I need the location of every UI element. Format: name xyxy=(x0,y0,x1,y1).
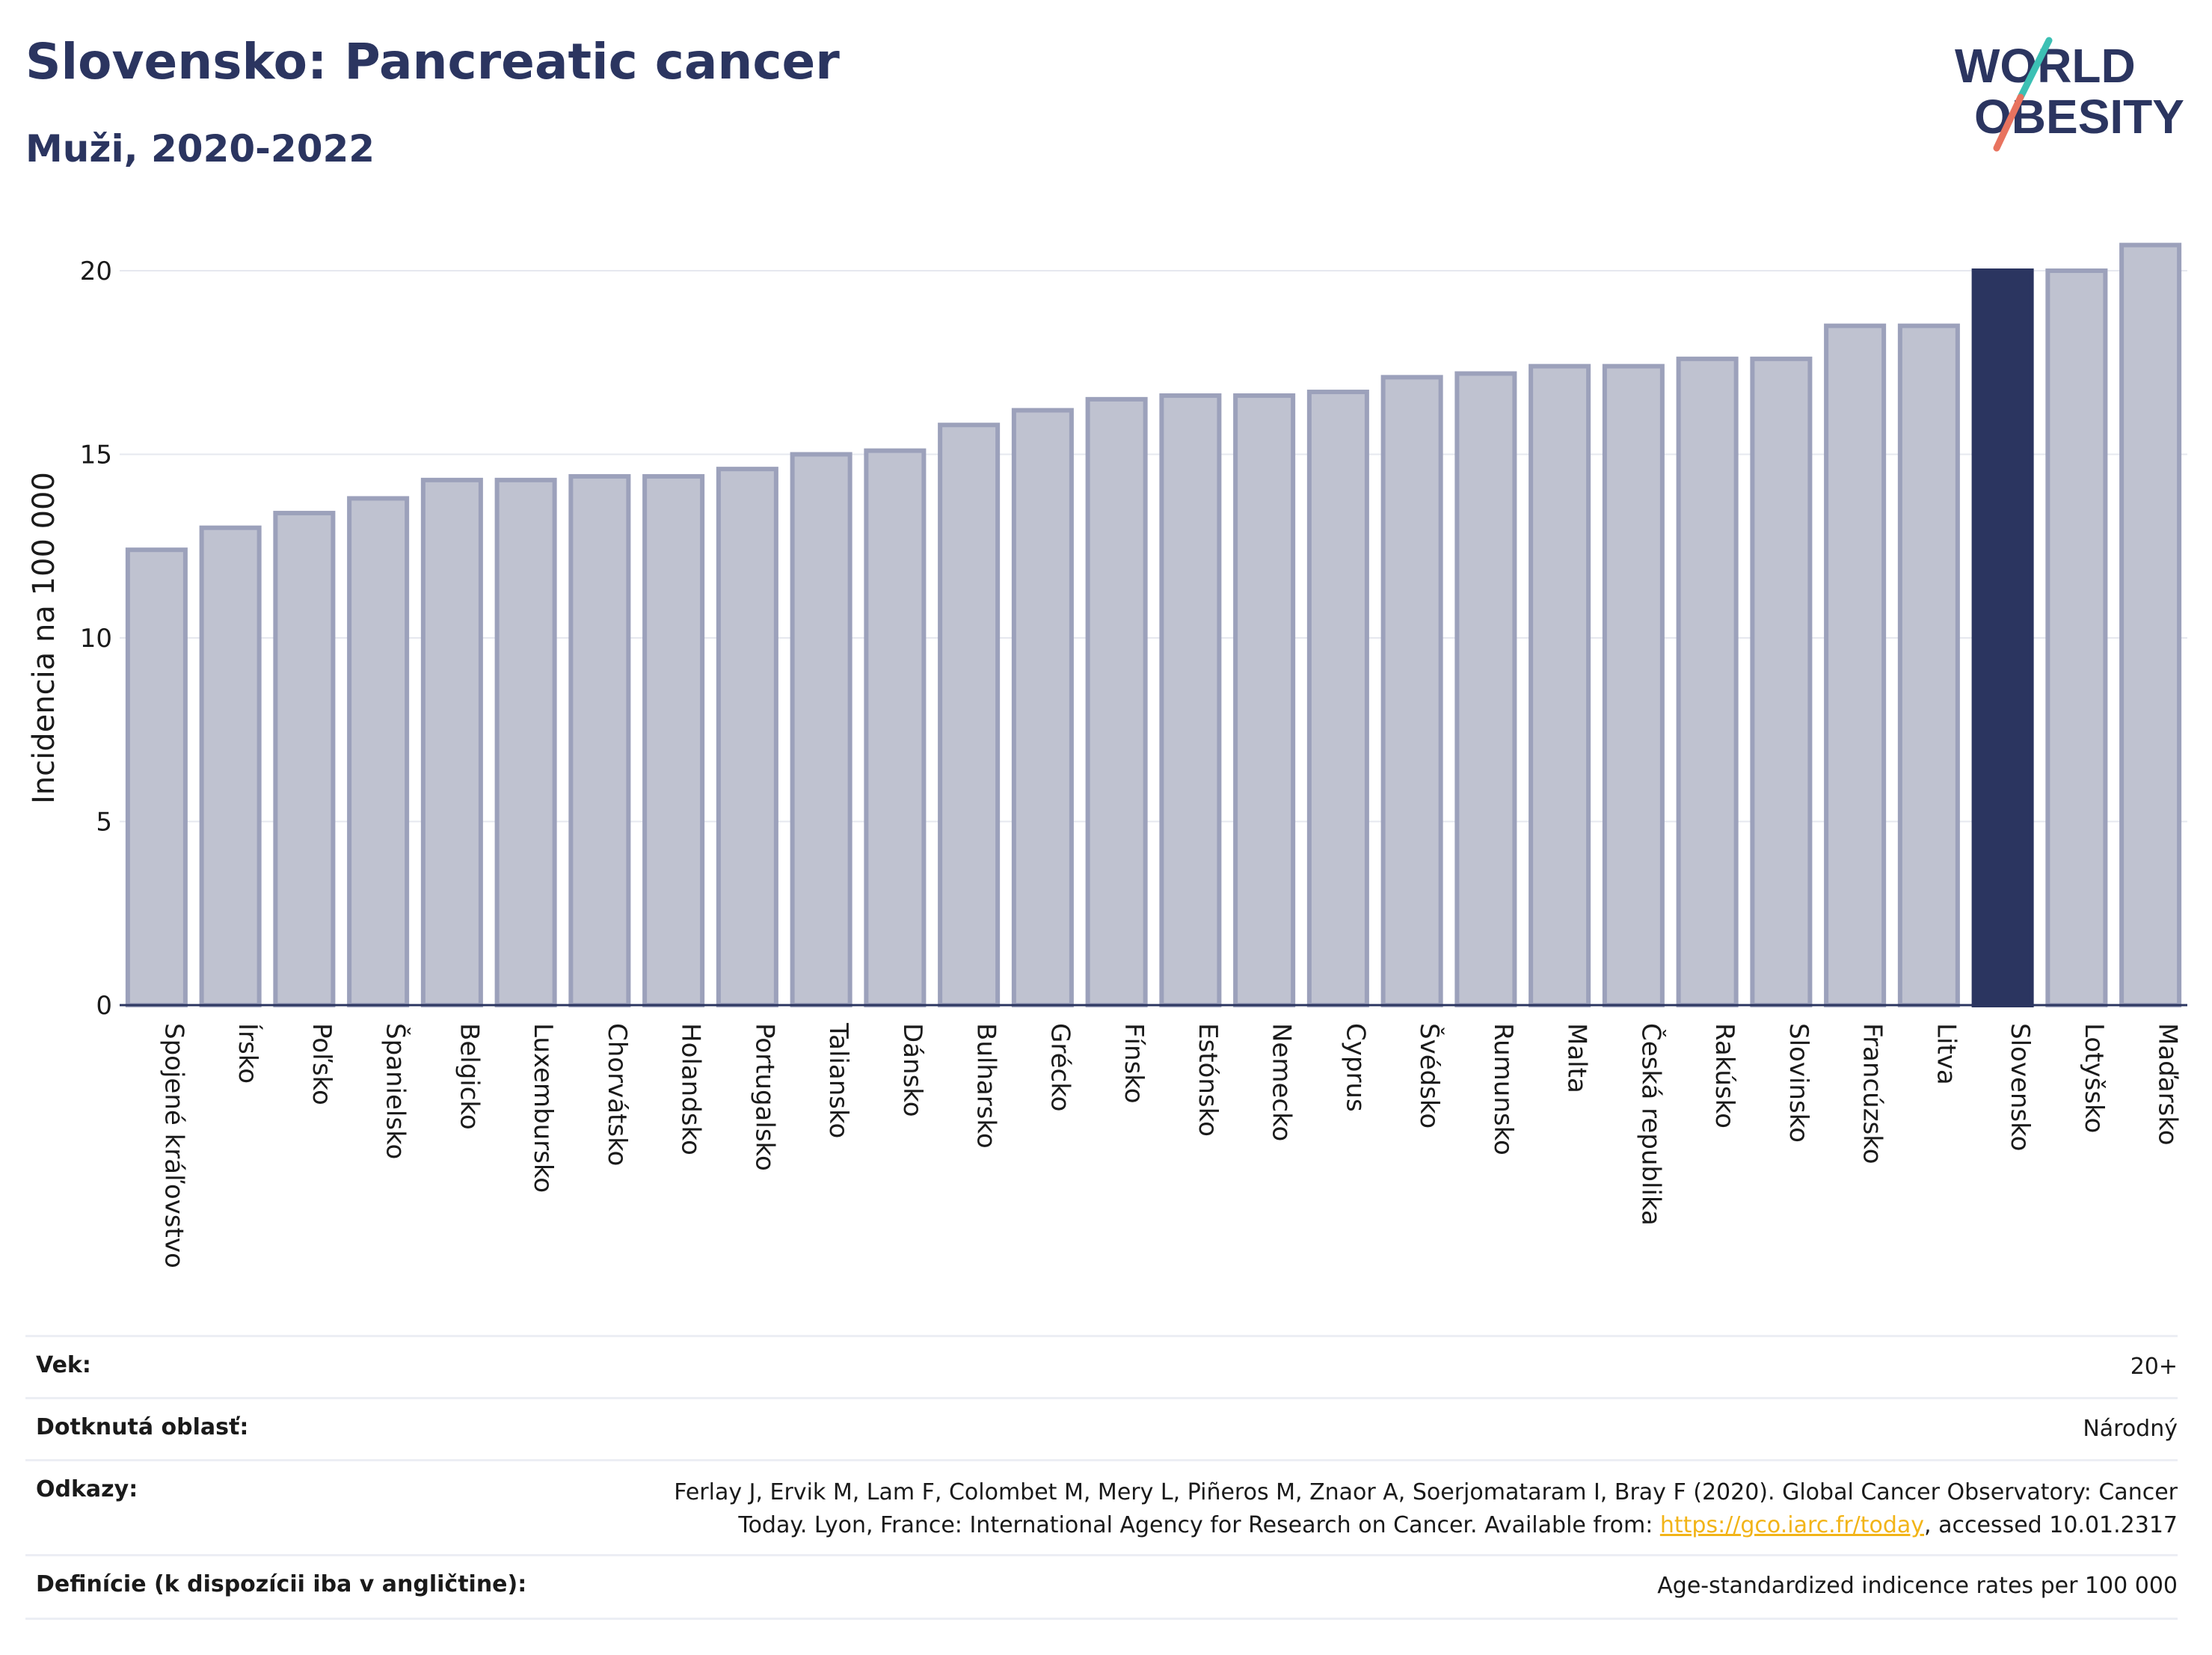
bar[interactable] xyxy=(2045,268,2108,1007)
x-tick-label: Francúzsko xyxy=(1858,1023,1887,1164)
meta-row-references: Odkazy: Ferlay J, Ervik M, Lam F, Colomb… xyxy=(25,1459,2178,1554)
axes: 0 5 10 15 20 Incidencia na 100 000 xyxy=(27,257,2187,1021)
x-tick-label: Grécko xyxy=(1045,1023,1075,1111)
bar-highlight[interactable] xyxy=(1971,268,2034,1007)
x-tick-label: Lotyšsko xyxy=(2079,1023,2109,1133)
x-tick-label: Rumunsko xyxy=(1488,1023,1518,1155)
reference-line-2: Today. Lyon, France: International Agenc… xyxy=(674,1509,2178,1542)
bar[interactable] xyxy=(642,473,705,1007)
bar[interactable] xyxy=(1529,363,1591,1008)
x-tick-label: Poľsko xyxy=(307,1023,337,1105)
reference-line-2-pre: Today. Lyon, France: International Agenc… xyxy=(738,1512,1660,1538)
meta-label-references: Odkazy: xyxy=(36,1476,138,1502)
y-tick-label: 5 xyxy=(96,808,112,838)
x-tick-label: Bulharsko xyxy=(971,1023,1001,1149)
bar[interactable] xyxy=(716,467,778,1007)
meta-row-age: Vek: 20+ xyxy=(25,1335,2178,1397)
meta-value-references: Ferlay J, Ervik M, Lam F, Colombet M, Me… xyxy=(674,1476,2178,1542)
bar[interactable] xyxy=(1233,393,1296,1007)
x-tick-label: Maďarsko xyxy=(2153,1023,2183,1146)
x-tick-label: Malta xyxy=(1562,1023,1592,1093)
bar[interactable] xyxy=(1380,375,1443,1007)
bar[interactable] xyxy=(1159,393,1222,1007)
bar[interactable] xyxy=(1750,356,1813,1007)
x-tick-label: Rakúsko xyxy=(1709,1023,1739,1129)
x-tick-label: Švédsko xyxy=(1414,1023,1445,1129)
bar-chart: 0 5 10 15 20 Incidencia na 100 000 Spojené kr… xyxy=(27,242,2187,1268)
x-tick-label: Cyprus xyxy=(1340,1023,1370,1112)
reference-line-1: Ferlay J, Ervik M, Lam F, Colombet M, Me… xyxy=(674,1479,2178,1505)
y-axis-label: Incidencia na 100 000 xyxy=(27,472,61,804)
x-tick-label: Holandsko xyxy=(676,1023,706,1155)
bar[interactable] xyxy=(1011,408,1074,1007)
bar[interactable] xyxy=(790,452,852,1007)
x-tick-label: Dánsko xyxy=(897,1023,927,1117)
bar[interactable] xyxy=(1676,356,1739,1007)
y-tick-label: 20 xyxy=(80,257,112,286)
x-tick-label: Česká republika xyxy=(1635,1023,1666,1226)
meta-row-area: Dotknutá oblasť: Národný xyxy=(25,1397,2178,1459)
bar[interactable] xyxy=(125,547,188,1007)
bar[interactable] xyxy=(1085,396,1148,1007)
logo-slash-top xyxy=(2017,37,2053,101)
bar[interactable] xyxy=(273,511,336,1007)
metadata-table: Vek: 20+ Dotknutá oblasť: Národný Odkazy… xyxy=(25,1335,2178,1620)
x-tick-label: Luxembursko xyxy=(528,1023,558,1193)
meta-label-definitions: Definície (k dispozícii iba v angličtine… xyxy=(36,1571,527,1597)
bar[interactable] xyxy=(568,473,631,1007)
meta-value-age: 20+ xyxy=(2130,1354,2178,1380)
chart-title: Slovensko: Pancreatic cancer xyxy=(25,33,840,90)
x-tick-label: Litva xyxy=(1931,1023,1961,1085)
x-tick-label: Nemecko xyxy=(1267,1023,1297,1141)
bar[interactable] xyxy=(494,477,557,1007)
bar[interactable] xyxy=(420,477,483,1007)
meta-label-age: Vek: xyxy=(36,1352,91,1378)
y-tick-label: 10 xyxy=(80,624,112,654)
x-tick-label: Španielsko xyxy=(381,1023,411,1159)
y-tick-label: 0 xyxy=(96,991,112,1021)
x-tick-label: Fínsko xyxy=(1119,1023,1149,1104)
reference-line-2-post: , accessed 10.01.2317 xyxy=(1924,1512,2178,1538)
x-tick-label: Slovinsko xyxy=(1784,1023,1813,1143)
reference-link[interactable]: https://gco.iarc.fr/today xyxy=(1659,1512,1925,1538)
x-tick-label: Portugalsko xyxy=(749,1023,779,1171)
meta-row-definitions: Definície (k dispozícii iba v angličtine… xyxy=(25,1554,2178,1620)
x-tick-label: Taliansko xyxy=(823,1022,853,1138)
x-tick-label: Spojené kráľovstvo xyxy=(159,1023,188,1268)
x-tick-label: Estónsko xyxy=(1193,1023,1223,1137)
x-tick-label: Slovensko xyxy=(2005,1023,2035,1151)
bar[interactable] xyxy=(1306,390,1369,1007)
bar[interactable] xyxy=(1897,323,1960,1007)
world-obesity-logo[interactable]: WORLD OBESITY xyxy=(1952,36,2191,156)
bar[interactable] xyxy=(1454,371,1517,1008)
bar[interactable] xyxy=(1824,323,1887,1007)
bar[interactable] xyxy=(864,448,927,1007)
meta-value-area: Národný xyxy=(2083,1416,2178,1442)
x-tick-label: Chorvátsko xyxy=(602,1023,632,1166)
bar[interactable] xyxy=(347,496,410,1007)
y-tick-label: 15 xyxy=(80,440,112,470)
bar[interactable] xyxy=(199,525,262,1007)
bars xyxy=(125,242,2182,1008)
meta-label-area: Dotknutá oblasť: xyxy=(36,1414,249,1440)
x-tick-label: Írsko xyxy=(233,1023,263,1084)
bar[interactable] xyxy=(938,423,1001,1007)
bar[interactable] xyxy=(1602,363,1665,1008)
x-tick-labels: Spojené kráľovstvo Írsko Poľsko Španielsko B… xyxy=(159,1022,2182,1268)
meta-value-definitions: Age-standardized indicence rates per 100… xyxy=(1657,1573,2178,1599)
bar[interactable] xyxy=(2119,242,2182,1007)
x-tick-label: Belgicko xyxy=(454,1023,484,1130)
logo-slash-bottom xyxy=(1993,93,2024,152)
chart-subtitle: Muži, 2020-2022 xyxy=(25,127,375,171)
